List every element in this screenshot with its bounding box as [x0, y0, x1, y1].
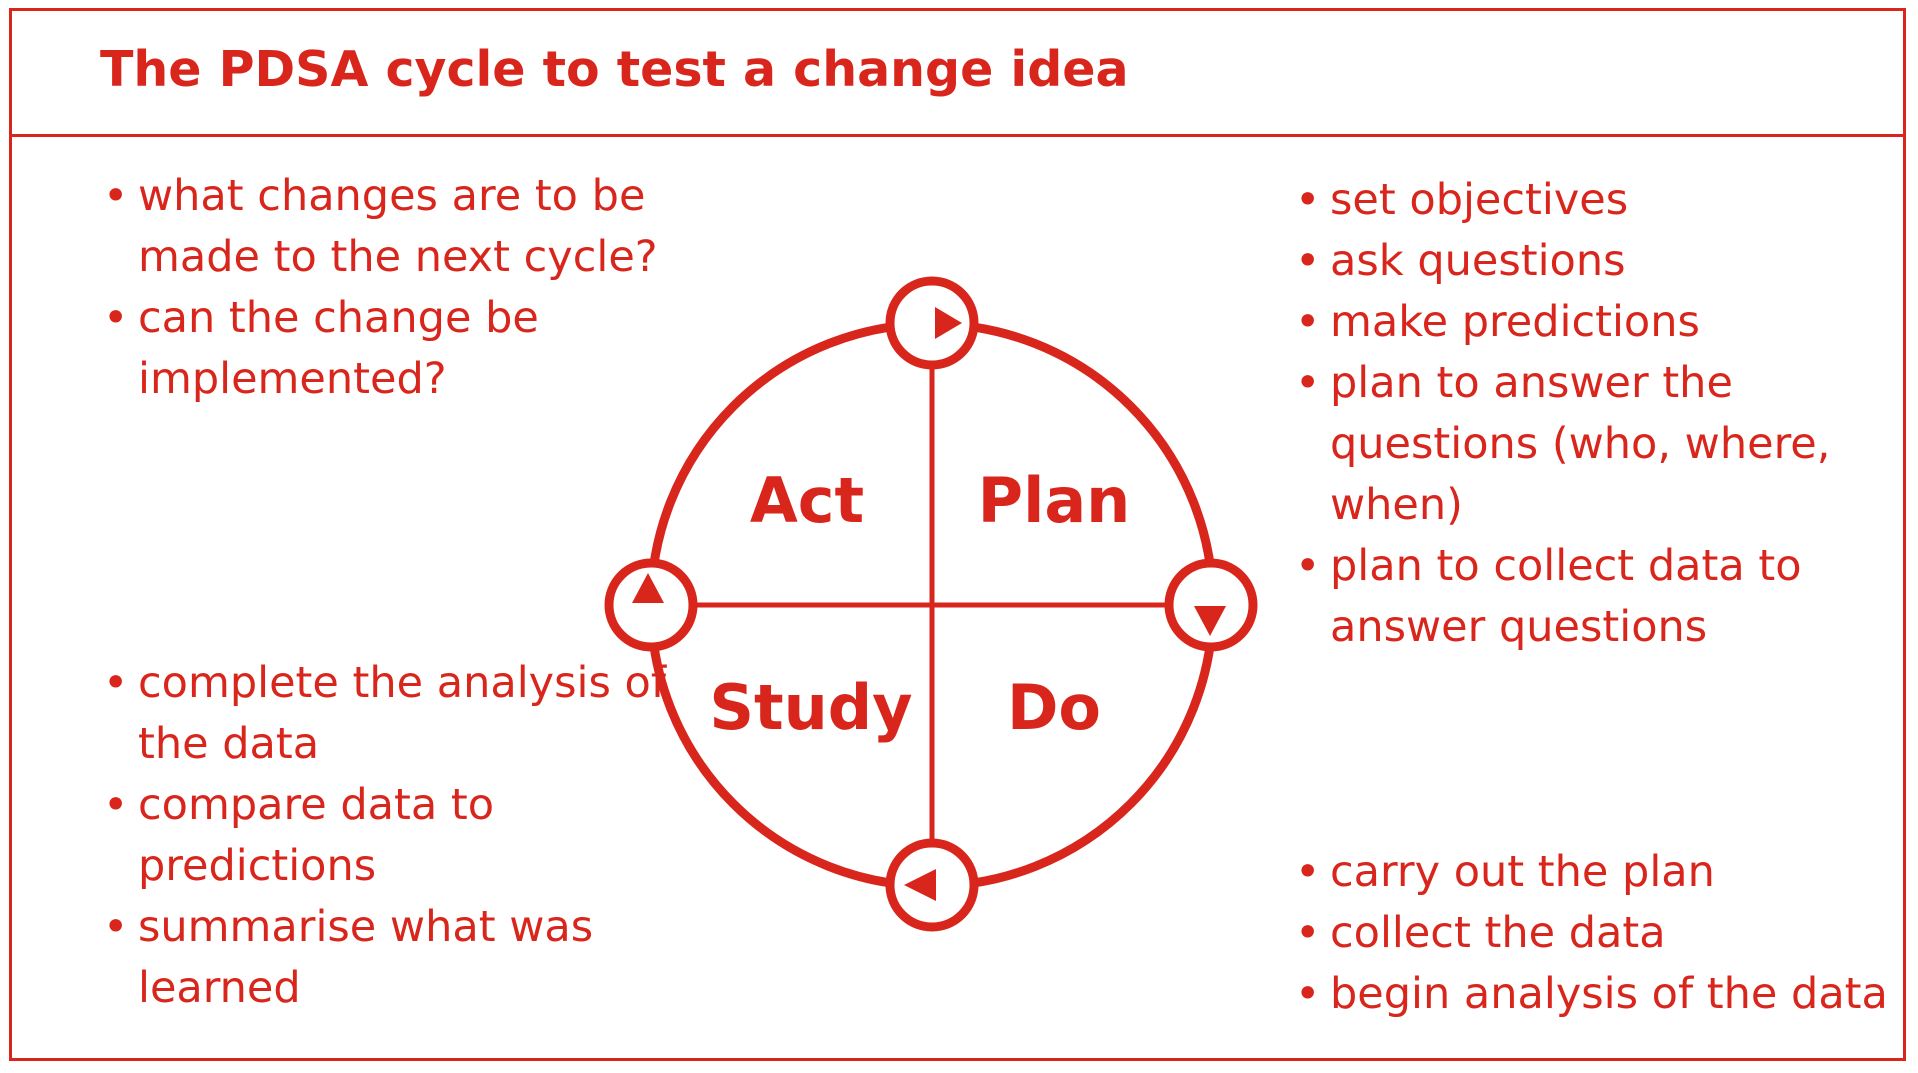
- study-notes: complete the analysis of the data compar…: [100, 653, 680, 1019]
- page-title: The PDSA cycle to test a change idea: [100, 41, 1129, 98]
- plan-notes: set objectives ask questions make predic…: [1292, 170, 1882, 658]
- plan-note: set objectives: [1292, 170, 1882, 231]
- diagram-frame: The PDSA cycle to test a change idea: [9, 8, 1906, 1061]
- quadrant-label-plan: Plan: [978, 464, 1131, 537]
- act-note: what changes are to be made to the next …: [100, 166, 680, 288]
- act-note: can the change be implemented?: [100, 288, 680, 410]
- arrow-down-icon: [1164, 558, 1258, 652]
- quadrant-label-act: Act: [750, 464, 864, 537]
- arrow-right-icon: [885, 276, 979, 370]
- do-note: carry out the plan: [1292, 842, 1912, 903]
- plan-note: make predictions: [1292, 292, 1882, 353]
- study-note: compare data to predictions: [100, 775, 680, 897]
- arrow-left-icon: [885, 838, 979, 932]
- study-note: summarise what was learned: [100, 897, 680, 1019]
- do-notes: carry out the plan collect the data begi…: [1292, 842, 1912, 1025]
- arrow-up-icon: [604, 558, 698, 652]
- do-note: begin analysis of the data: [1292, 964, 1912, 1025]
- plan-note: plan to collect data to answer questions: [1292, 536, 1882, 658]
- study-note: complete the analysis of the data: [100, 653, 680, 775]
- act-notes: what changes are to be made to the next …: [100, 166, 680, 410]
- do-note: collect the data: [1292, 903, 1912, 964]
- title-bar: The PDSA cycle to test a change idea: [12, 11, 1903, 137]
- plan-note: ask questions: [1292, 231, 1882, 292]
- plan-note: plan to answer the questions (who, where…: [1292, 353, 1882, 536]
- quadrant-label-do: Do: [1007, 671, 1101, 744]
- quadrant-label-study: Study: [709, 671, 912, 744]
